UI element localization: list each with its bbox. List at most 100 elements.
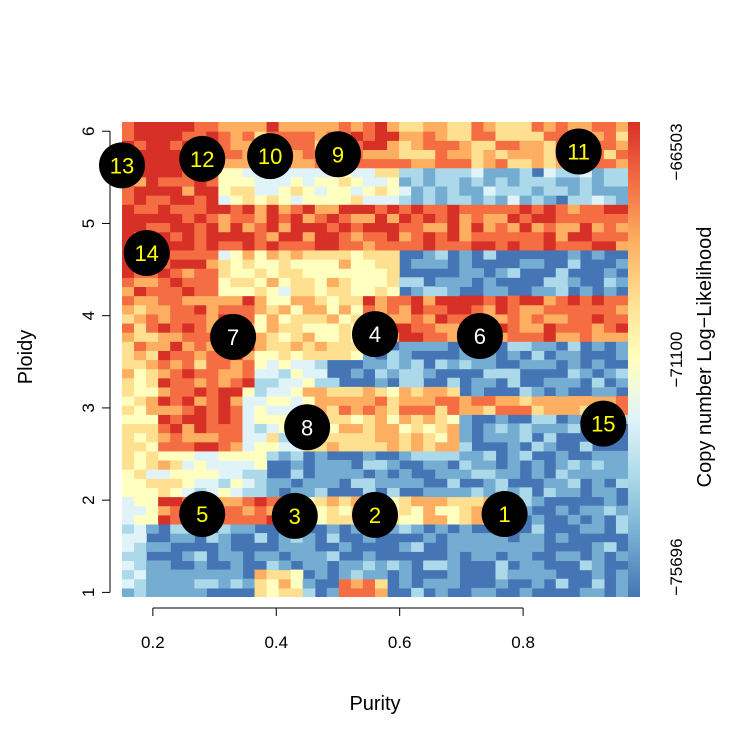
- heatmap-cell: [314, 322, 328, 333]
- heatmap-cell: [290, 222, 304, 233]
- heatmap-cell: [230, 195, 244, 205]
- heatmap-cell: [615, 332, 628, 342]
- heatmap-cell: [615, 459, 628, 470]
- heatmap-cell: [411, 277, 424, 288]
- heatmap-cell: [375, 149, 388, 160]
- heatmap-cell: [495, 478, 509, 488]
- heatmap-cell: [182, 578, 195, 589]
- heatmap-cell: [206, 441, 219, 452]
- heatmap-cell: [579, 441, 593, 452]
- heatmap-cell: [567, 176, 581, 187]
- heatmap-cell: [471, 204, 485, 214]
- heatmap-cell: [387, 295, 400, 306]
- heatmap-cell: [134, 405, 147, 415]
- heatmap-cell: [411, 231, 424, 242]
- heatmap-cell: [230, 149, 244, 160]
- heatmap-cell: [338, 277, 352, 288]
- heatmap-cell: [447, 569, 460, 580]
- heatmap-cell: [519, 332, 533, 342]
- heatmap-cell: [158, 322, 171, 333]
- heatmap-cell: [158, 204, 171, 214]
- heatmap-cell: [375, 268, 388, 278]
- heatmap-cell: [375, 122, 388, 132]
- heatmap-cell: [387, 560, 400, 571]
- heatmap-cell: [423, 213, 436, 224]
- heatmap-cell: [507, 350, 521, 361]
- heatmap-cell: [543, 240, 557, 251]
- heatmap-cell: [543, 195, 557, 205]
- heatmap-cell: [218, 396, 232, 406]
- heatmap-cell: [471, 496, 485, 507]
- heatmap-cell: [423, 304, 436, 315]
- heatmap-cell: [519, 496, 533, 507]
- heatmap-cell: [134, 569, 147, 580]
- heatmap-cell: [447, 386, 460, 397]
- heatmap-cell: [555, 185, 569, 196]
- heatmap-cell: [387, 195, 400, 205]
- heatmap-cell: [399, 149, 412, 160]
- heatmap-cell: [362, 122, 376, 132]
- heatmap-cell: [411, 204, 424, 214]
- heatmap-cell: [531, 131, 545, 141]
- heatmap-cell: [507, 469, 521, 479]
- heatmap-cell: [266, 185, 280, 196]
- heatmap-cell: [290, 140, 304, 150]
- heatmap-cell: [206, 313, 219, 324]
- heatmap-cell: [603, 386, 617, 397]
- heatmap-cell: [543, 432, 557, 443]
- heatmap-cell: [603, 313, 617, 324]
- heatmap-cell: [230, 569, 244, 580]
- heatmap-cell: [615, 140, 628, 150]
- heatmap-cell: [218, 295, 232, 306]
- heatmap-cell: [555, 332, 569, 342]
- heatmap-cell: [194, 332, 207, 342]
- heatmap-cell: [362, 185, 376, 196]
- heatmap-cell: [411, 368, 424, 379]
- heatmap-cell: [567, 204, 581, 214]
- heatmap-cell: [399, 341, 412, 351]
- heatmap-cell: [146, 368, 159, 379]
- heatmap-cell: [290, 368, 304, 379]
- heatmap-cell: [230, 505, 244, 516]
- heatmap-cell: [435, 195, 448, 205]
- heatmap-cell: [134, 204, 147, 214]
- heatmap-cell: [543, 405, 557, 415]
- heatmap-cell: [242, 286, 256, 297]
- heatmap-cell: [423, 560, 436, 571]
- heatmap-cell: [146, 304, 159, 315]
- heatmap-cell: [447, 478, 460, 488]
- heatmap-cell: [290, 158, 304, 169]
- heatmap-cell: [411, 259, 424, 269]
- heatmap-cell: [290, 587, 304, 597]
- heatmap-cell: [146, 487, 159, 498]
- heatmap-cell: [399, 304, 412, 315]
- heatmap-cell: [266, 405, 280, 415]
- heatmap-cell: [302, 542, 316, 552]
- heatmap-cell: [567, 341, 581, 351]
- heatmap-cell: [543, 167, 557, 178]
- heatmap-cell: [158, 185, 171, 196]
- heatmap-cell: [555, 176, 569, 187]
- heatmap-cell: [254, 587, 268, 597]
- heatmap-cell: [579, 304, 593, 315]
- heatmap-cell: [350, 195, 364, 205]
- heatmap-cell: [146, 542, 159, 552]
- heatmap-cell: [447, 176, 460, 187]
- heatmap-cell: [194, 350, 207, 361]
- heatmap-cell: [122, 350, 135, 361]
- heatmap-cell: [399, 405, 412, 415]
- heatmap-cell: [483, 304, 497, 315]
- heatmap-cell: [338, 268, 352, 278]
- solution-marker: 8: [284, 404, 331, 451]
- heatmap-cell: [266, 350, 280, 361]
- heatmap-cell: [507, 332, 521, 342]
- heatmap-cell: [206, 204, 219, 214]
- heatmap-cell: [350, 167, 364, 178]
- heatmap-cell: [194, 560, 207, 571]
- heatmap-cell: [350, 478, 364, 488]
- heatmap-cell: [278, 313, 292, 324]
- heatmap-cell: [218, 523, 232, 534]
- heatmap-cell: [519, 313, 533, 324]
- heatmap-cell: [555, 304, 569, 315]
- solution-label: 13: [110, 153, 134, 178]
